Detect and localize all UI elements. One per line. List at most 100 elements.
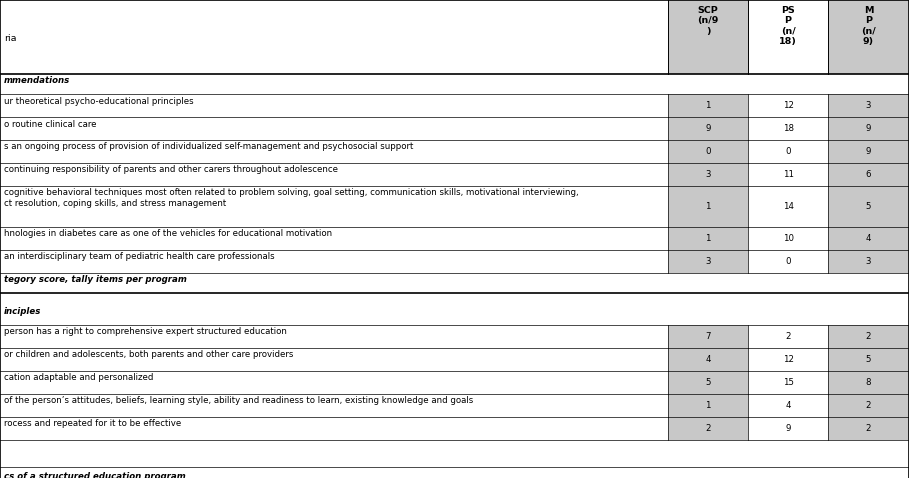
Bar <box>668 140 748 163</box>
Text: continuing responsibility of parents and other carers throughout adolescence: continuing responsibility of parents and… <box>4 165 337 174</box>
Bar <box>748 417 828 440</box>
Text: inciples: inciples <box>4 307 41 316</box>
Bar <box>0 250 668 273</box>
Bar <box>748 117 828 140</box>
Bar <box>828 348 909 371</box>
Text: 5: 5 <box>705 378 711 387</box>
Text: cognitive behavioral techniques most often related to problem solving, goal sett: cognitive behavioral techniques most oft… <box>4 188 578 208</box>
Text: 4: 4 <box>705 355 711 364</box>
Bar <box>748 371 828 394</box>
Text: 2: 2 <box>785 332 791 341</box>
Text: person has a right to comprehensive expert structured education: person has a right to comprehensive expe… <box>4 327 286 337</box>
Text: 12: 12 <box>783 101 794 110</box>
Text: M
P
(n/
9): M P (n/ 9) <box>861 6 876 46</box>
Text: 3: 3 <box>865 257 872 266</box>
Text: 12: 12 <box>783 355 794 364</box>
Bar <box>828 0 909 74</box>
Text: ur theoretical psycho-educational principles: ur theoretical psycho-educational princi… <box>4 97 194 106</box>
Bar <box>828 94 909 117</box>
Text: o routine clinical care: o routine clinical care <box>4 120 96 129</box>
Bar <box>748 394 828 417</box>
Text: 5: 5 <box>865 202 872 211</box>
Text: 0: 0 <box>785 147 791 156</box>
Text: 8: 8 <box>865 378 872 387</box>
Text: tegory score, tally items per program: tegory score, tally items per program <box>4 275 186 284</box>
Text: SCP
(n/9
): SCP (n/9 ) <box>697 6 719 35</box>
Text: 11: 11 <box>783 170 794 179</box>
Bar <box>0 74 909 94</box>
Bar <box>668 94 748 117</box>
Text: 9: 9 <box>866 147 871 156</box>
Bar <box>668 394 748 417</box>
Bar <box>668 117 748 140</box>
Bar <box>0 417 668 440</box>
Bar <box>0 186 668 227</box>
Bar <box>0 140 668 163</box>
Bar <box>828 417 909 440</box>
Text: of the person’s attitudes, beliefs, learning style, ability and readiness to lea: of the person’s attitudes, beliefs, lear… <box>4 396 473 405</box>
Bar <box>748 348 828 371</box>
Bar <box>668 186 748 227</box>
Text: 3: 3 <box>865 101 872 110</box>
Text: or children and adolescents, both parents and other care providers: or children and adolescents, both parent… <box>4 350 293 359</box>
Text: s an ongoing process of provision of individualized self-management and psychoso: s an ongoing process of provision of ind… <box>4 142 413 152</box>
Text: rocess and repeated for it to be effective: rocess and repeated for it to be effecti… <box>4 419 181 428</box>
Bar <box>748 163 828 186</box>
Bar <box>0 293 909 305</box>
Bar <box>828 163 909 186</box>
Bar <box>0 394 668 417</box>
Text: 3: 3 <box>705 170 711 179</box>
Text: 3: 3 <box>705 257 711 266</box>
Text: 10: 10 <box>783 234 794 243</box>
Bar <box>668 348 748 371</box>
Bar <box>828 394 909 417</box>
Text: 9: 9 <box>785 424 791 433</box>
Bar <box>828 227 909 250</box>
Bar <box>668 227 748 250</box>
Text: 7: 7 <box>705 332 711 341</box>
Text: 9: 9 <box>705 124 711 133</box>
Bar <box>668 325 748 348</box>
Bar <box>748 94 828 117</box>
Text: 1: 1 <box>705 401 711 410</box>
Bar <box>828 325 909 348</box>
Bar <box>668 250 748 273</box>
Bar <box>828 186 909 227</box>
Bar <box>0 273 909 293</box>
Bar <box>748 227 828 250</box>
Text: mmendations: mmendations <box>4 76 70 86</box>
Bar <box>748 250 828 273</box>
Text: 9: 9 <box>866 124 871 133</box>
Text: 1: 1 <box>705 234 711 243</box>
Text: 15: 15 <box>783 378 794 387</box>
Bar <box>828 140 909 163</box>
Text: an interdisciplinary team of pediatric health care professionals: an interdisciplinary team of pediatric h… <box>4 252 275 261</box>
Bar <box>0 163 668 186</box>
Text: 2: 2 <box>865 424 872 433</box>
Text: 4: 4 <box>865 234 872 243</box>
Bar <box>0 469 909 478</box>
Text: ria: ria <box>4 34 16 43</box>
Bar <box>0 440 909 469</box>
Text: 0: 0 <box>705 147 711 156</box>
Bar <box>668 163 748 186</box>
Text: 18: 18 <box>783 124 794 133</box>
Bar <box>0 348 668 371</box>
Text: 1: 1 <box>705 101 711 110</box>
Text: hnologies in diabetes care as one of the vehicles for educational motivation: hnologies in diabetes care as one of the… <box>4 229 332 239</box>
Bar <box>0 371 668 394</box>
Bar <box>828 371 909 394</box>
Bar <box>748 140 828 163</box>
Text: 14: 14 <box>783 202 794 211</box>
Bar <box>668 371 748 394</box>
Bar <box>748 186 828 227</box>
Bar <box>0 117 668 140</box>
Bar <box>0 227 668 250</box>
Text: PS
P
(n/
18): PS P (n/ 18) <box>779 6 797 46</box>
Text: 2: 2 <box>705 424 711 433</box>
Bar <box>668 0 748 74</box>
Bar <box>0 325 668 348</box>
Text: 4: 4 <box>785 401 791 410</box>
Text: 5: 5 <box>865 355 872 364</box>
Text: 6: 6 <box>865 170 872 179</box>
